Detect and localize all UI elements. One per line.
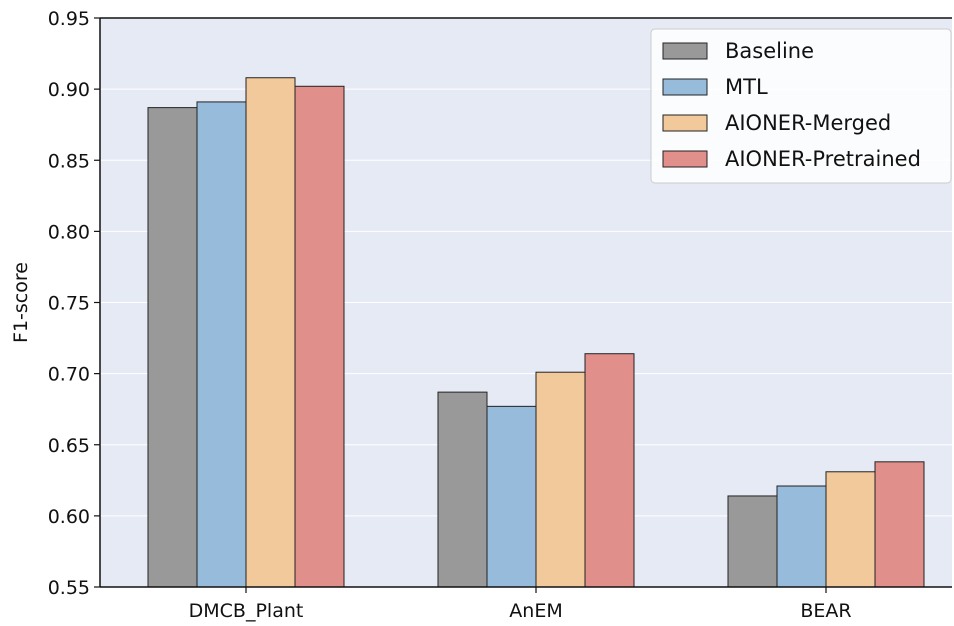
y-tick-label: 0.95 xyxy=(48,8,90,30)
bar-aioner-pretrained-bear xyxy=(874,461,925,588)
y-tick-label: 0.85 xyxy=(48,150,90,172)
bar-mtl-anem xyxy=(486,405,537,588)
bar-aioner-merged-anem xyxy=(535,371,586,588)
legend-label: AIONER-Merged xyxy=(725,111,891,135)
legend-label: MTL xyxy=(725,75,768,99)
y-tick-label: 0.70 xyxy=(48,364,90,386)
y-tick-label: 0.90 xyxy=(48,79,90,101)
bar-baseline-dmcb-plant xyxy=(147,107,198,588)
y-tick-label: 0.60 xyxy=(48,506,90,528)
bar-baseline-anem xyxy=(437,391,488,588)
legend-box xyxy=(650,28,952,184)
bar-aioner-merged-bear xyxy=(825,471,876,588)
x-tick-label: DMCB_Plant xyxy=(189,600,304,622)
x-ticks: DMCB_Plant AnEM BEAR xyxy=(189,587,852,622)
bars xyxy=(147,77,925,588)
legend-swatch xyxy=(662,78,708,96)
y-tick-label: 0.65 xyxy=(48,435,90,457)
legend-label: Baseline xyxy=(725,39,814,63)
bar-baseline-bear xyxy=(727,495,778,588)
x-tick-label: AnEM xyxy=(509,600,562,622)
bar-aioner-pretrained-dmcb-plant xyxy=(294,85,345,588)
legend-swatch xyxy=(662,42,708,60)
legend-swatch xyxy=(662,150,708,168)
legend: Baseline MTL AIONER-Merged AIONER-Pretraine… xyxy=(650,28,952,184)
y-ticks: 0.55 0.60 0.65 0.70 0.75 0.80 0.85 0.90 0.95 xyxy=(48,8,100,599)
bar-mtl-bear xyxy=(776,485,827,588)
y-axis-label: F1-score xyxy=(10,262,32,343)
y-tick-label: 0.80 xyxy=(48,221,90,243)
bar-mtl-dmcb-plant xyxy=(196,101,247,588)
bar-aioner-pretrained-anem xyxy=(584,353,635,588)
legend-swatch xyxy=(662,114,708,132)
y-tick-label: 0.75 xyxy=(48,293,90,315)
legend-label: AIONER-Pretrained xyxy=(725,147,921,171)
x-tick-label: BEAR xyxy=(800,600,851,622)
y-tick-label: 0.55 xyxy=(48,577,90,599)
bar-aioner-merged-dmcb-plant xyxy=(245,77,296,588)
